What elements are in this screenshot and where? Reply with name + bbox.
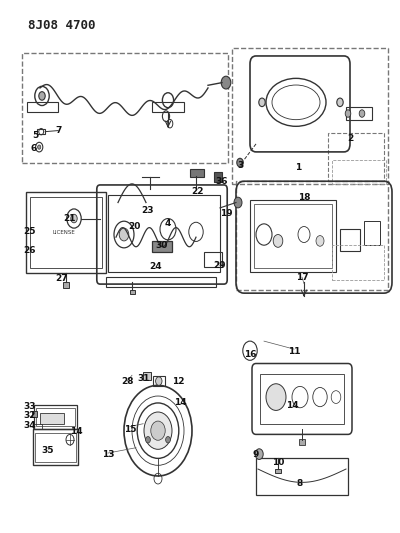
Circle shape xyxy=(234,197,242,208)
FancyBboxPatch shape xyxy=(275,469,281,473)
Text: 11: 11 xyxy=(288,348,300,356)
Text: 16: 16 xyxy=(244,350,256,359)
Text: 8: 8 xyxy=(297,479,303,488)
Text: 13: 13 xyxy=(102,450,114,459)
Text: 14: 14 xyxy=(70,427,82,436)
Text: 19: 19 xyxy=(220,209,232,217)
Text: 14: 14 xyxy=(174,398,186,407)
Circle shape xyxy=(345,110,351,117)
Circle shape xyxy=(316,236,324,246)
Text: 12: 12 xyxy=(172,377,184,385)
Circle shape xyxy=(146,437,150,443)
Text: 6: 6 xyxy=(30,144,36,152)
Circle shape xyxy=(237,158,243,167)
Text: 5: 5 xyxy=(32,132,38,140)
Circle shape xyxy=(337,98,343,107)
Text: 25: 25 xyxy=(23,228,36,236)
Text: 4: 4 xyxy=(165,220,171,228)
Circle shape xyxy=(144,412,172,449)
Text: 20: 20 xyxy=(128,222,140,231)
Text: 24: 24 xyxy=(150,262,162,271)
Text: LICENSE: LICENSE xyxy=(53,230,75,235)
FancyBboxPatch shape xyxy=(63,282,69,288)
Text: 10: 10 xyxy=(272,458,284,466)
FancyBboxPatch shape xyxy=(143,372,151,380)
Text: 26: 26 xyxy=(23,246,36,255)
FancyBboxPatch shape xyxy=(32,411,37,417)
Text: 8J08 4700: 8J08 4700 xyxy=(28,19,96,31)
Text: 32: 32 xyxy=(24,411,36,420)
Circle shape xyxy=(38,145,41,149)
Circle shape xyxy=(166,437,170,443)
Text: 33: 33 xyxy=(24,402,36,410)
Circle shape xyxy=(156,377,162,385)
Text: 14: 14 xyxy=(286,401,298,409)
Circle shape xyxy=(119,228,129,241)
Circle shape xyxy=(39,92,45,100)
FancyBboxPatch shape xyxy=(130,290,135,294)
FancyBboxPatch shape xyxy=(299,439,305,445)
Text: 22: 22 xyxy=(192,188,204,196)
Circle shape xyxy=(221,76,231,89)
Text: 34: 34 xyxy=(24,421,36,430)
Text: 35: 35 xyxy=(41,446,54,455)
Text: 21: 21 xyxy=(63,214,76,223)
Circle shape xyxy=(266,384,286,410)
Text: 36: 36 xyxy=(215,177,228,185)
Text: 18: 18 xyxy=(298,193,310,201)
FancyBboxPatch shape xyxy=(214,172,222,182)
Text: 2: 2 xyxy=(347,134,353,143)
Text: 1: 1 xyxy=(295,164,301,172)
Text: 9: 9 xyxy=(253,450,259,458)
Circle shape xyxy=(259,98,265,107)
Circle shape xyxy=(71,214,77,223)
FancyBboxPatch shape xyxy=(190,169,204,177)
Circle shape xyxy=(273,235,283,247)
FancyBboxPatch shape xyxy=(152,241,172,252)
Text: 27: 27 xyxy=(56,274,68,282)
Circle shape xyxy=(151,421,165,440)
Text: 7: 7 xyxy=(56,126,62,135)
Text: 17: 17 xyxy=(296,273,308,281)
Circle shape xyxy=(255,449,263,459)
Text: 29: 29 xyxy=(213,261,226,270)
Text: 23: 23 xyxy=(142,206,154,215)
Text: 30: 30 xyxy=(156,241,168,249)
Circle shape xyxy=(359,110,365,117)
Text: 31: 31 xyxy=(138,374,150,383)
Text: 3: 3 xyxy=(237,161,243,169)
Text: 28: 28 xyxy=(121,377,134,385)
FancyBboxPatch shape xyxy=(40,413,64,424)
Text: 15: 15 xyxy=(124,425,136,433)
